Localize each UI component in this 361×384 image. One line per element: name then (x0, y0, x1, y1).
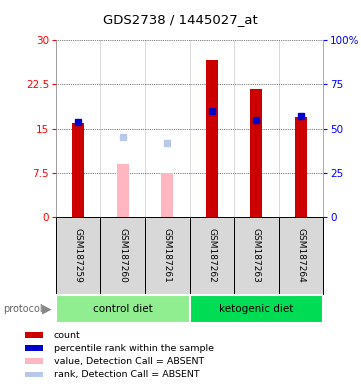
Text: value, Detection Call = ABSENT: value, Detection Call = ABSENT (54, 357, 204, 366)
Bar (250, 89, 262, 217)
Bar (295, 117, 307, 217)
Text: GDS2738 / 1445027_at: GDS2738 / 1445027_at (103, 13, 258, 26)
Text: GSM187262: GSM187262 (207, 228, 216, 283)
Text: control diet: control diet (93, 304, 153, 314)
Bar (56, 217, 100, 294)
Bar (190, 217, 234, 294)
Bar (190, 295, 323, 323)
Text: count: count (54, 331, 81, 340)
Text: ▶: ▶ (42, 303, 52, 316)
Bar (145, 217, 190, 294)
Bar (234, 217, 279, 294)
Bar (25, 358, 43, 364)
Bar (25, 332, 43, 338)
Bar (206, 60, 218, 217)
Text: percentile rank within the sample: percentile rank within the sample (54, 344, 214, 353)
Bar (161, 173, 173, 217)
Bar (72, 123, 84, 217)
Bar (56, 295, 190, 323)
Bar (100, 217, 145, 294)
Text: GSM187264: GSM187264 (296, 228, 305, 283)
Text: GSM187260: GSM187260 (118, 228, 127, 283)
Bar (25, 371, 43, 377)
Text: rank, Detection Call = ABSENT: rank, Detection Call = ABSENT (54, 370, 199, 379)
Text: GSM187263: GSM187263 (252, 228, 261, 283)
Bar (279, 217, 323, 294)
Text: ketogenic diet: ketogenic diet (219, 304, 293, 314)
Bar (117, 164, 129, 217)
Bar (25, 345, 43, 351)
Text: protocol: protocol (4, 304, 43, 314)
Text: GSM187259: GSM187259 (74, 228, 83, 283)
Text: GSM187261: GSM187261 (163, 228, 172, 283)
